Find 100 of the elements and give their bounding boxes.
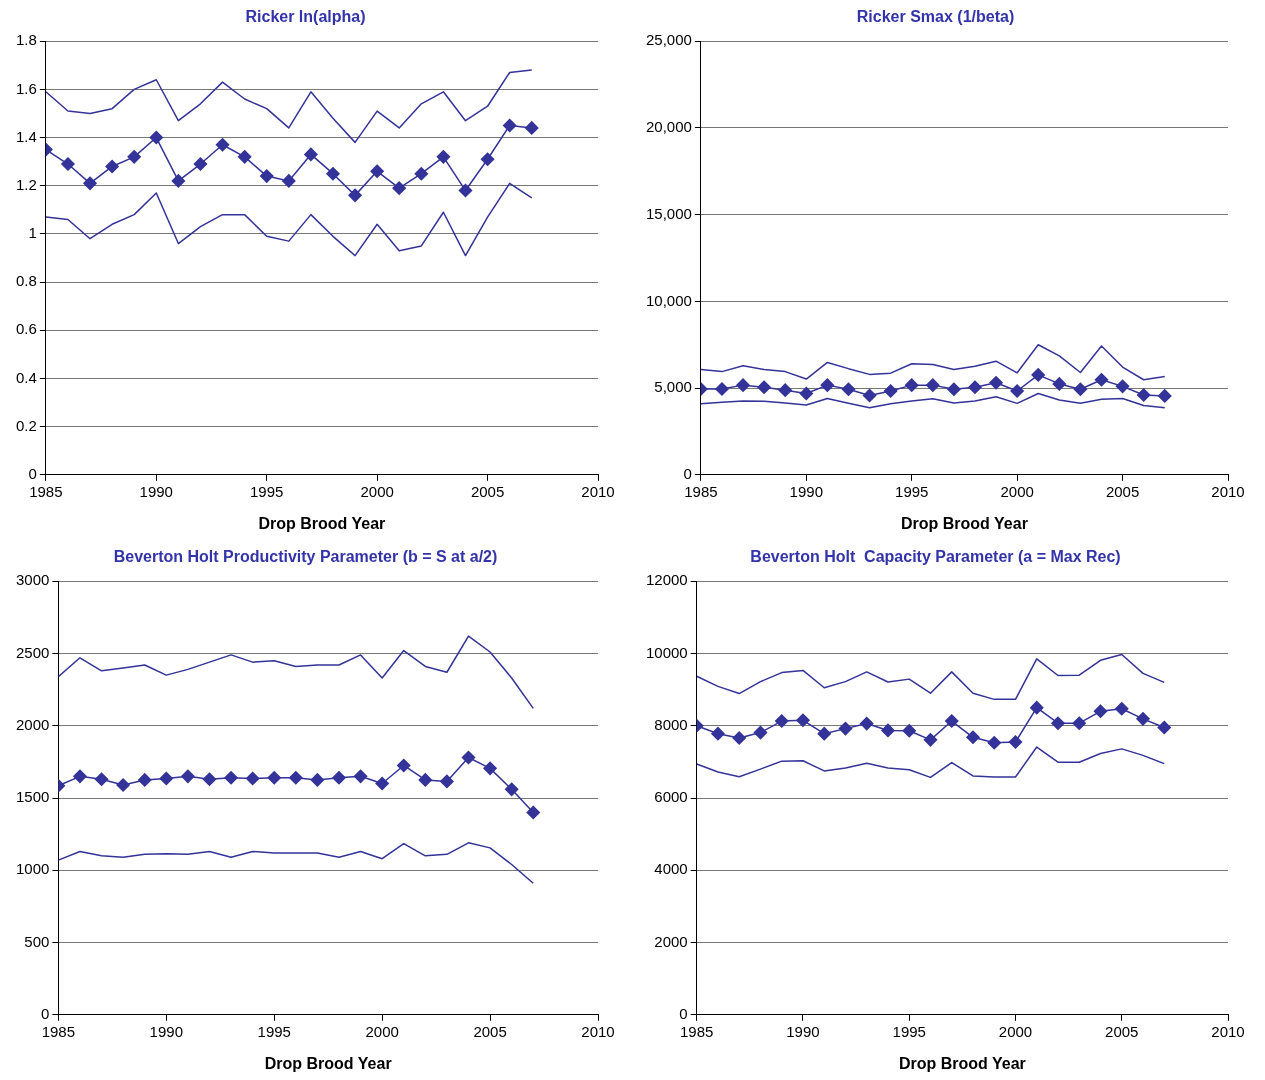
point bbox=[817, 726, 831, 741]
point bbox=[987, 735, 1001, 750]
point bbox=[1072, 716, 1086, 730]
point bbox=[483, 761, 497, 776]
x-tick-label: 1995 bbox=[250, 482, 284, 500]
y-tick-label: 0.2 bbox=[15, 416, 37, 434]
point bbox=[436, 150, 451, 164]
point bbox=[127, 150, 141, 164]
point bbox=[105, 159, 119, 174]
point bbox=[1052, 377, 1067, 391]
x-tick-label: 1985 bbox=[29, 482, 63, 500]
x-tick-label: 1990 bbox=[789, 482, 823, 500]
point bbox=[1031, 368, 1045, 382]
point bbox=[757, 380, 771, 394]
point bbox=[370, 164, 384, 179]
x-tick-label: 2010 bbox=[581, 482, 615, 500]
point bbox=[1115, 379, 1130, 394]
y-tick-label: 0 bbox=[683, 464, 692, 482]
y-tick-label: 0 bbox=[41, 1004, 50, 1022]
y-tick-label: 3000 bbox=[15, 571, 50, 589]
point bbox=[968, 380, 982, 394]
point bbox=[83, 176, 97, 191]
x-tick-label: 1990 bbox=[149, 1022, 183, 1040]
x-tick-label: 2010 bbox=[1211, 1022, 1245, 1040]
point bbox=[838, 721, 853, 736]
y-tick-label: 10,000 bbox=[645, 291, 692, 309]
point bbox=[224, 771, 238, 785]
point bbox=[1114, 702, 1129, 716]
point bbox=[947, 382, 961, 397]
point bbox=[1136, 388, 1151, 402]
point bbox=[504, 782, 519, 797]
point bbox=[137, 773, 152, 787]
point bbox=[326, 166, 340, 181]
chart-title: Ricker ln(alpha) bbox=[245, 8, 366, 26]
point bbox=[989, 375, 1003, 390]
point bbox=[966, 730, 980, 745]
point bbox=[202, 772, 217, 786]
point bbox=[259, 169, 274, 183]
x-tick-label: 2000 bbox=[365, 1022, 399, 1040]
point bbox=[944, 714, 959, 728]
x-tick-label: 2000 bbox=[360, 482, 394, 500]
x-tick-label: 1990 bbox=[786, 1022, 820, 1040]
y-tick-label: 25,000 bbox=[645, 31, 692, 49]
point bbox=[414, 166, 429, 181]
point bbox=[732, 731, 746, 745]
y-tick-label: 6000 bbox=[654, 788, 688, 806]
point bbox=[289, 771, 303, 785]
y-tick-label: 0.6 bbox=[15, 320, 37, 338]
point bbox=[904, 378, 919, 392]
x-axis-title: Drop Brood Year bbox=[258, 514, 386, 532]
y-tick-label: 10000 bbox=[645, 643, 688, 661]
x-tick-label: 1995 bbox=[257, 1022, 291, 1040]
y-tick-label: 0 bbox=[679, 1004, 688, 1022]
y-tick-label: 2000 bbox=[15, 715, 50, 733]
point bbox=[171, 174, 186, 188]
point bbox=[181, 769, 195, 784]
point bbox=[1136, 712, 1150, 726]
x-tick-label: 2010 bbox=[1211, 482, 1245, 500]
point bbox=[859, 716, 874, 731]
point bbox=[1094, 373, 1109, 387]
chart-title: Ricker Smax (1/beta) bbox=[856, 8, 1015, 26]
point bbox=[1157, 389, 1172, 403]
point bbox=[526, 805, 540, 820]
y-tick-label: 1000 bbox=[15, 860, 50, 878]
x-tick-label: 1985 bbox=[684, 482, 718, 500]
y-tick-label: 1.8 bbox=[15, 31, 37, 49]
y-tick-label: 0.8 bbox=[15, 272, 37, 290]
point bbox=[841, 382, 856, 397]
point bbox=[215, 138, 230, 152]
point bbox=[736, 378, 750, 392]
x-tick-label: 2005 bbox=[1105, 482, 1140, 500]
point bbox=[1008, 735, 1023, 749]
point bbox=[353, 769, 368, 784]
y-tick-label: 1.2 bbox=[15, 175, 37, 193]
point bbox=[61, 157, 75, 171]
x-tick-label: 2000 bbox=[998, 1022, 1033, 1040]
point bbox=[237, 150, 252, 164]
point bbox=[440, 774, 454, 789]
point bbox=[796, 713, 810, 728]
x-tick-label: 1990 bbox=[139, 482, 173, 500]
point bbox=[1051, 716, 1065, 730]
point bbox=[774, 714, 789, 728]
point bbox=[1093, 704, 1108, 719]
y-tick-label: 12000 bbox=[645, 571, 688, 589]
x-tick-label: 1995 bbox=[892, 1022, 926, 1040]
point bbox=[73, 769, 87, 784]
point bbox=[881, 723, 895, 738]
point bbox=[524, 121, 539, 135]
y-tick-label: 1.6 bbox=[15, 79, 37, 97]
point bbox=[418, 773, 433, 787]
y-tick-label: 2500 bbox=[15, 643, 50, 661]
point bbox=[902, 724, 916, 738]
point bbox=[1157, 720, 1171, 735]
point bbox=[116, 778, 130, 792]
y-tick-label: 8000 bbox=[654, 715, 688, 733]
point bbox=[1073, 382, 1088, 397]
point bbox=[711, 726, 725, 741]
x-axis-title: Drop Brood Year bbox=[898, 1054, 1026, 1072]
point bbox=[926, 378, 940, 392]
point bbox=[923, 733, 938, 747]
